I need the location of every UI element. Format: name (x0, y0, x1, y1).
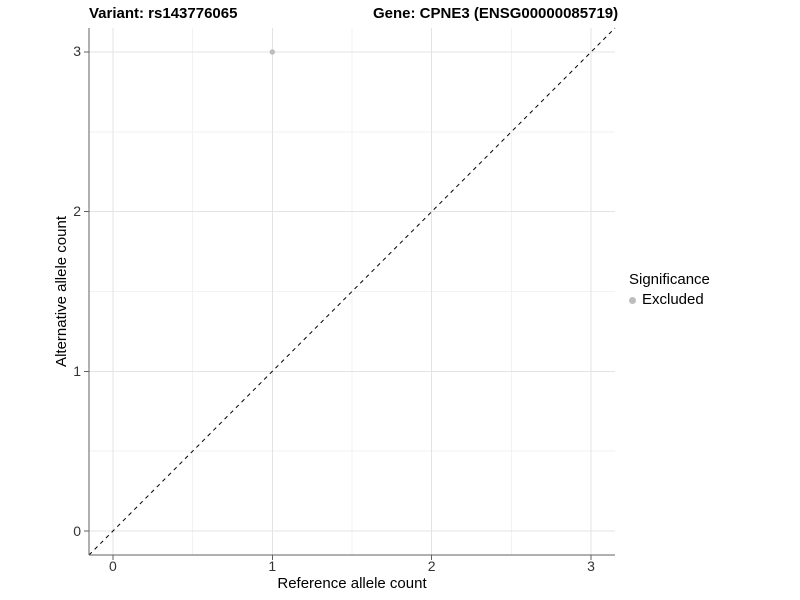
legend-point-icon (629, 296, 636, 304)
y-axis-title: Alternative allele count (51, 28, 71, 555)
x-tick-label: 3 (587, 558, 595, 574)
y-axis-title-text: Alternative allele count (52, 216, 70, 367)
data-point (269, 49, 276, 55)
x-tick-label: 1 (268, 558, 277, 574)
legend-title: Significance (629, 271, 710, 288)
y-tick-label: 0 (73, 522, 81, 539)
plot-canvas (84, 27, 616, 560)
plot-title-variant: Variant: rs143776065 (89, 5, 238, 22)
legend-item-excluded: Excluded (629, 292, 710, 308)
y-tick-label: 2 (73, 203, 81, 220)
x-tick-label: 0 (109, 558, 117, 574)
plot-panel (84, 27, 616, 560)
legend: Significance Excluded (629, 271, 710, 308)
legend-item-label: Excluded (642, 291, 704, 308)
plot-title-gene: Gene: CPNE3 (ENSG00000085719) (373, 5, 619, 22)
y-tick-label: 1 (73, 362, 81, 379)
x-tick-label: 2 (427, 558, 436, 574)
y-tick-label: 3 (73, 43, 81, 60)
x-axis-title: Reference allele count (277, 575, 427, 592)
